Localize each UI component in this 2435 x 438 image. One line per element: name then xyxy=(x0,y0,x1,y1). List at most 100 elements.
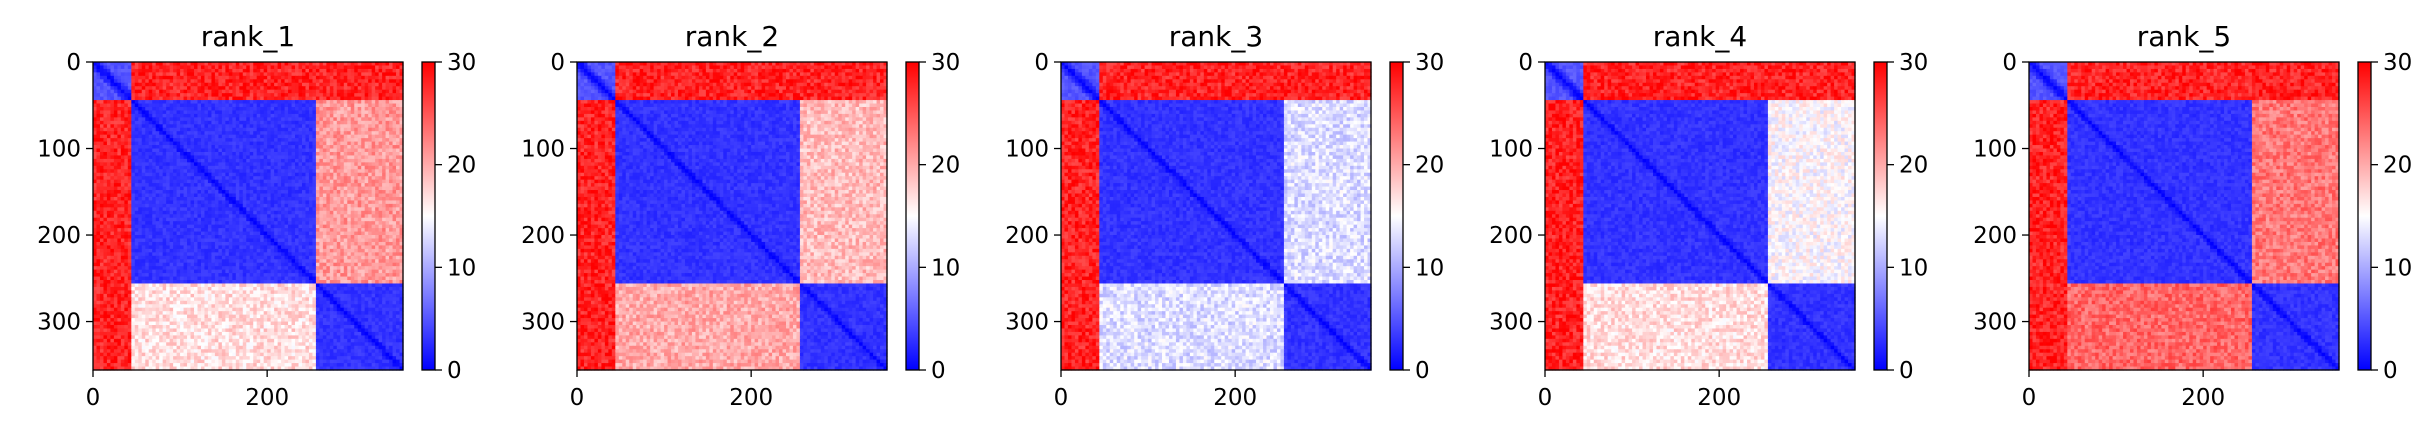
heatmap-cell xyxy=(298,93,303,98)
heatmap-cell xyxy=(399,169,404,174)
heatmap-cell xyxy=(375,179,380,184)
heatmap-cell xyxy=(159,79,164,84)
heatmap-cell xyxy=(256,176,261,181)
heatmap-cell xyxy=(225,217,230,222)
heatmap-cell xyxy=(96,110,101,115)
heatmap-cell xyxy=(350,252,355,257)
heatmap-cell xyxy=(180,217,185,222)
heatmap-cell xyxy=(134,124,139,129)
heatmap-cell xyxy=(340,196,345,202)
heatmap-cell xyxy=(270,203,275,208)
heatmap-cell xyxy=(301,62,307,67)
heatmap-cell xyxy=(295,228,300,233)
heatmap-cell xyxy=(368,172,373,177)
heatmap-cell xyxy=(399,72,404,77)
heatmap-cell xyxy=(277,252,282,257)
heatmap-cell xyxy=(169,103,174,108)
heatmap-cell xyxy=(197,110,202,115)
heatmap-cell xyxy=(291,165,296,170)
heatmap-cell xyxy=(274,176,279,181)
heatmap-cell xyxy=(99,145,105,150)
heatmap-cell xyxy=(298,217,303,222)
heatmap-cell xyxy=(200,248,206,253)
heatmap-cell xyxy=(239,214,244,219)
heatmap-cell xyxy=(113,145,118,150)
heatmap-cell xyxy=(141,248,146,253)
heatmap-cell xyxy=(93,106,98,112)
heatmap-cell xyxy=(180,245,185,250)
heatmap-cell xyxy=(113,96,118,101)
heatmap-cell xyxy=(354,86,359,91)
heatmap-cell xyxy=(263,231,268,236)
heatmap-cell xyxy=(253,96,258,101)
heatmap-cell xyxy=(173,162,178,167)
heatmap-cell xyxy=(232,252,237,257)
heatmap-cell xyxy=(368,196,373,202)
heatmap-cell xyxy=(235,62,240,67)
heatmap-cell xyxy=(319,79,324,84)
heatmap-cell xyxy=(392,138,397,143)
heatmap-cell xyxy=(228,221,233,226)
heatmap-cell xyxy=(249,86,254,91)
heatmap-cell xyxy=(141,75,146,80)
heatmap-cell xyxy=(357,238,362,243)
heatmap-cell xyxy=(214,245,219,250)
heatmap-cell xyxy=(375,131,380,136)
heatmap-cell xyxy=(155,124,160,129)
heatmap-cell xyxy=(162,93,167,98)
heatmap-cell xyxy=(308,183,314,188)
heatmap-cell xyxy=(246,134,251,139)
heatmap-cell xyxy=(187,203,192,208)
heatmap-cell xyxy=(305,245,310,250)
heatmap-cell xyxy=(343,217,348,222)
heatmap-cell xyxy=(315,217,320,222)
heatmap-cell xyxy=(281,214,286,219)
heatmap-cell xyxy=(106,113,112,118)
heatmap-cell xyxy=(117,124,122,129)
heatmap-cell xyxy=(99,138,105,143)
heatmap-cell xyxy=(385,176,390,181)
heatmap-cell xyxy=(399,224,404,229)
heatmap-cell xyxy=(301,203,307,208)
heatmap-cell xyxy=(207,238,213,243)
heatmap-cell xyxy=(152,165,157,170)
heatmap-cell xyxy=(315,238,320,243)
heatmap-cell xyxy=(131,207,136,212)
heatmap-cell xyxy=(396,124,401,129)
heatmap-cell xyxy=(333,120,338,125)
heatmap-cell xyxy=(221,93,226,98)
heatmap-cell xyxy=(357,82,362,87)
heatmap-cell xyxy=(197,231,202,236)
heatmap-cell xyxy=(204,221,209,226)
heatmap-cell xyxy=(350,186,355,191)
heatmap-cell xyxy=(242,176,247,181)
heatmap-cell xyxy=(333,172,338,177)
heatmap-cell xyxy=(228,245,233,250)
heatmap-cell xyxy=(190,210,195,215)
heatmap-cell xyxy=(162,145,167,150)
heatmap-cell xyxy=(361,68,366,73)
heatmap-cell xyxy=(155,89,160,94)
heatmap-cell xyxy=(124,217,129,222)
heatmap-cell xyxy=(148,221,153,226)
heatmap-cell xyxy=(120,86,125,91)
heatmap-cell xyxy=(120,138,125,143)
heatmap-cell xyxy=(326,228,331,233)
heatmap-cell xyxy=(375,141,380,146)
heatmap-cell xyxy=(197,217,202,222)
heatmap-cell xyxy=(312,172,317,177)
heatmap-cell xyxy=(141,172,146,177)
heatmap-cell xyxy=(329,193,334,198)
heatmap-cell xyxy=(187,120,192,125)
heatmap-cell xyxy=(173,127,178,132)
heatmap-cell xyxy=(169,183,174,188)
heatmap-cell xyxy=(288,155,293,160)
heatmap-cell xyxy=(371,252,376,257)
heatmap-cell xyxy=(246,110,251,115)
heatmap-cell xyxy=(145,151,150,157)
heatmap-cell xyxy=(197,68,202,73)
heatmap-cell xyxy=(284,241,289,247)
heatmap-cell xyxy=(200,103,206,108)
heatmap-cell xyxy=(253,217,258,222)
heatmap-cell xyxy=(204,93,209,98)
